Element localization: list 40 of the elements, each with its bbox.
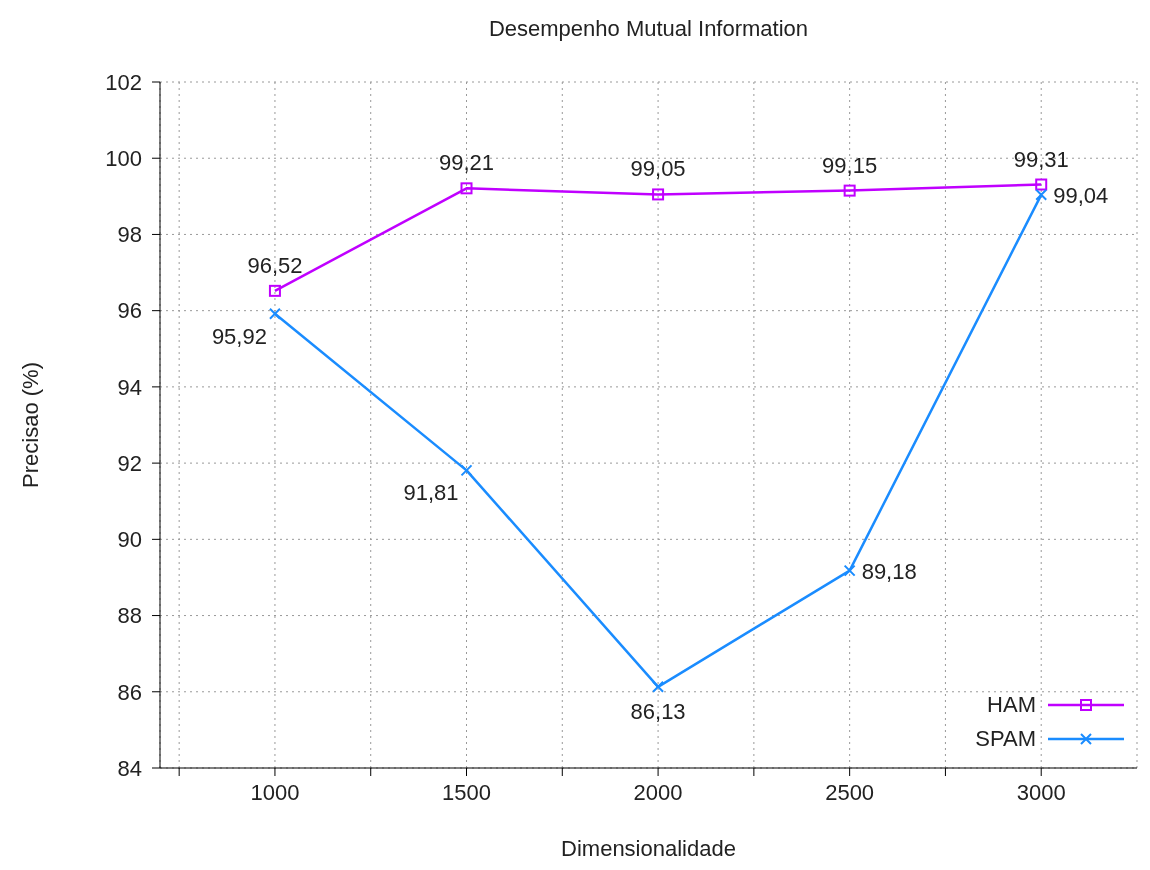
- data-label: 99,31: [1013, 146, 1069, 172]
- y-tick-label: 102: [105, 69, 142, 95]
- point: [1035, 178, 1048, 191]
- data-label: 96,52: [247, 252, 303, 278]
- data-label: 86,13: [630, 698, 686, 724]
- point: [460, 464, 473, 477]
- legend-label: HAM: [987, 692, 1036, 718]
- y-axis-title: Precisao (%): [17, 362, 43, 488]
- legend-label: SPAM: [975, 726, 1036, 752]
- x-tick-label: 1000: [250, 779, 300, 805]
- x-axis-title: Dimensionalidade: [561, 836, 736, 861]
- y-tick-label: 84: [117, 755, 142, 781]
- data-label: 99,21: [438, 150, 495, 176]
- data-label: 89,18: [861, 558, 917, 584]
- data-label: 99,05: [630, 156, 686, 182]
- data-label: 99,15: [822, 152, 878, 178]
- y-tick-label: 90: [117, 527, 142, 553]
- point: [268, 307, 281, 320]
- point: [843, 564, 856, 577]
- x-tick-label: 1500: [442, 779, 491, 805]
- point: [652, 680, 665, 693]
- x-tick-label: 2500: [825, 779, 875, 805]
- data-label: 95,92: [211, 323, 267, 349]
- data-label: 99,04: [1053, 182, 1109, 208]
- y-tick-label: 98: [117, 222, 142, 248]
- point: [268, 284, 281, 297]
- point: [460, 182, 473, 195]
- point: [652, 188, 665, 201]
- chart-title: Desempenho Mutual Information: [487, 16, 810, 42]
- y-tick-label: 94: [117, 374, 142, 400]
- y-tick-label: 100: [105, 146, 142, 172]
- x-tick-label: 3000: [1016, 779, 1066, 805]
- point: [1035, 188, 1048, 201]
- point: [843, 184, 856, 197]
- y-tick-label: 92: [117, 450, 142, 476]
- x-tick-label: 2000: [633, 779, 683, 805]
- y-tick-label: 86: [117, 679, 142, 705]
- y-tick-label: 88: [117, 603, 142, 629]
- data-label: 91,81: [403, 480, 459, 506]
- y-tick-label: 96: [117, 298, 142, 324]
